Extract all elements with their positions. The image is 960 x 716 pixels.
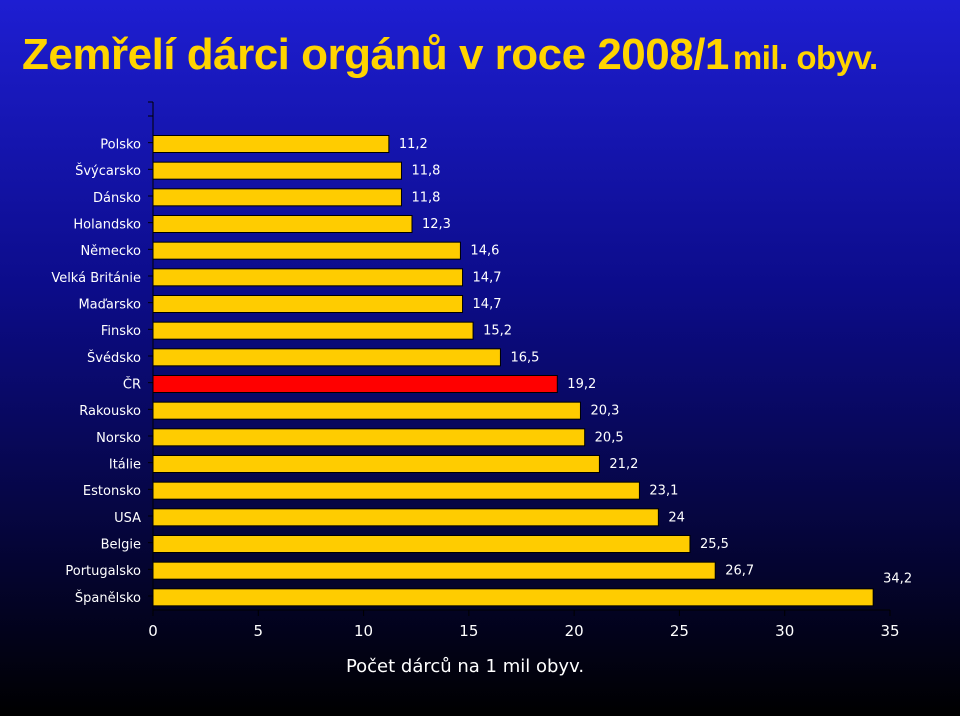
value-label: 34,2 <box>883 571 912 586</box>
bar <box>152 135 390 153</box>
bar <box>152 561 716 580</box>
bar <box>152 535 691 553</box>
bar <box>152 295 464 313</box>
value-label: 16,5 <box>510 350 539 365</box>
bar-highlight <box>152 375 558 393</box>
tick-labels: 0 5 10 15 20 25 30 35 <box>148 622 899 640</box>
category-label: Maďarsko <box>78 298 141 313</box>
value-label: 20,3 <box>590 404 619 419</box>
value-label: 23,1 <box>649 484 678 499</box>
value-label: 24 <box>668 510 685 525</box>
value-label: 19,2 <box>567 377 596 392</box>
chart-title-unit: mil. obyv. <box>732 39 878 76</box>
x-tick-label: 5 <box>254 622 264 640</box>
category-label: ČR <box>123 377 141 393</box>
value-label: 14,7 <box>473 297 502 312</box>
axes <box>148 101 891 616</box>
value-label: 14,6 <box>470 244 499 259</box>
category-label: Polsko <box>100 138 141 153</box>
x-tick-label: 15 <box>459 622 478 640</box>
x-tick-label: 35 <box>880 622 899 640</box>
category-label: Dánsko <box>93 191 141 206</box>
category-label: Švýcarsko <box>75 163 141 179</box>
x-tick-label: 30 <box>775 622 794 640</box>
value-label: 11,8 <box>411 190 440 205</box>
value-label: 20,5 <box>595 430 624 445</box>
category-label: Finsko <box>101 324 141 339</box>
category-label: Belgie <box>101 538 141 553</box>
value-label: 15,2 <box>483 324 512 339</box>
value-label: 26,7 <box>725 564 754 579</box>
bar <box>152 241 461 260</box>
x-axis-title: Počet dárců na 1 mil obyv. <box>345 656 585 677</box>
bar <box>152 188 402 207</box>
category-labels: Polsko Švýcarsko Dánsko Holandsko Německo Vel… <box>51 138 141 606</box>
bar <box>152 481 640 500</box>
value-labels: 11,2 11,8 11,8 12,3 14,6 14,7 14,7 15,2 16,5 19,2… <box>399 137 912 586</box>
bar <box>152 401 581 420</box>
x-tick-label: 20 <box>565 622 584 640</box>
x-tick-label: 10 <box>354 622 373 640</box>
bar <box>152 428 586 447</box>
bar <box>152 348 501 367</box>
bar <box>152 161 402 180</box>
category-label: Německo <box>80 244 141 259</box>
bar <box>152 455 600 473</box>
bar <box>152 215 413 233</box>
bar <box>152 508 659 527</box>
category-label: Rakousko <box>79 404 141 419</box>
value-label: 11,8 <box>411 164 440 179</box>
category-label: Holandsko <box>73 218 141 233</box>
chart-title: Zemřelí dárci orgánů v roce 2008/1 mil. … <box>22 30 878 80</box>
category-label: Švédsko <box>87 350 141 366</box>
category-label: USA <box>114 511 141 526</box>
category-label: Itálie <box>109 458 141 473</box>
value-label: 12,3 <box>422 217 451 232</box>
value-label: 14,7 <box>473 270 502 285</box>
category-label: Velká Británie <box>51 271 141 286</box>
bar <box>152 268 464 287</box>
bar <box>152 588 874 607</box>
value-label: 25,5 <box>700 537 729 552</box>
category-label: Španělsko <box>75 590 141 606</box>
value-label: 21,2 <box>609 457 638 472</box>
category-label: Norsko <box>96 431 141 446</box>
x-tick-label: 25 <box>670 622 689 640</box>
bar <box>152 321 474 340</box>
value-label: 11,2 <box>399 137 428 152</box>
chart-title-main: Zemřelí dárci orgánů v roce 2008/1 <box>22 30 729 79</box>
x-tick-label: 0 <box>148 622 158 640</box>
category-label: Estonsko <box>83 484 141 499</box>
category-label: Portugalsko <box>65 564 141 579</box>
bars <box>152 135 874 607</box>
